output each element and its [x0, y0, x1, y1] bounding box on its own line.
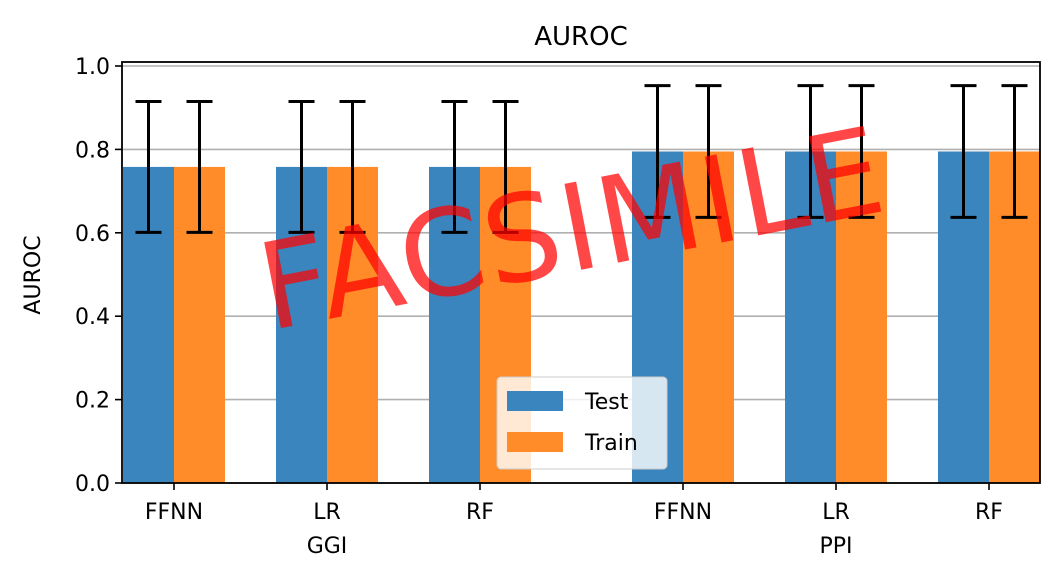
plot-frame [121, 61, 1041, 484]
error-bar-test [441, 99, 468, 234]
tick-labels: 0.0 0.2 0.4 0.6 0.8 1.0 FFNN LR RF FFNN LR RF GGI PPI [75, 55, 1003, 559]
legend-label-train: Train [584, 431, 638, 456]
error-bar-train [186, 99, 213, 234]
error-bar-train [339, 99, 366, 234]
y-axis-label: AUROC [21, 235, 46, 314]
error-bar-test [135, 99, 162, 234]
bars [123, 151, 1040, 484]
y-tick-label: 1.0 [75, 55, 110, 80]
x-group-label: PPI [819, 534, 852, 559]
error-bars [135, 84, 1028, 234]
x-tick-label: LR [822, 500, 850, 525]
x-group-label: GGI [307, 534, 348, 559]
error-bar-train [492, 99, 519, 234]
error-bar-test [644, 84, 671, 219]
x-tick-label: RF [466, 500, 494, 525]
x-tick-label: LR [313, 500, 341, 525]
x-tick-label: FFNN [145, 500, 203, 525]
error-bar-train [695, 84, 722, 219]
legend-swatch-train [507, 432, 563, 452]
error-bar-train [848, 84, 875, 219]
x-tick-label: FFNN [654, 500, 712, 525]
y-tick-label: 0.8 [75, 138, 110, 163]
y-tick-label: 0.0 [75, 472, 110, 497]
error-bar-train [1001, 84, 1028, 219]
legend-swatch-test [507, 391, 563, 411]
error-bar-test [797, 84, 824, 219]
legend-label-test: Test [584, 390, 629, 415]
y-tick-label: 0.4 [75, 305, 110, 330]
error-bar-test [288, 99, 315, 234]
legend-box [496, 376, 668, 470]
axes [115, 61, 1041, 490]
legend: Test Train [496, 376, 668, 470]
x-tick-label: RF [975, 500, 1003, 525]
chart-title: AUROC [534, 22, 628, 52]
y-tick-label: 0.6 [75, 222, 110, 247]
y-tick-label: 0.2 [75, 389, 110, 414]
error-bar-test [950, 84, 977, 219]
